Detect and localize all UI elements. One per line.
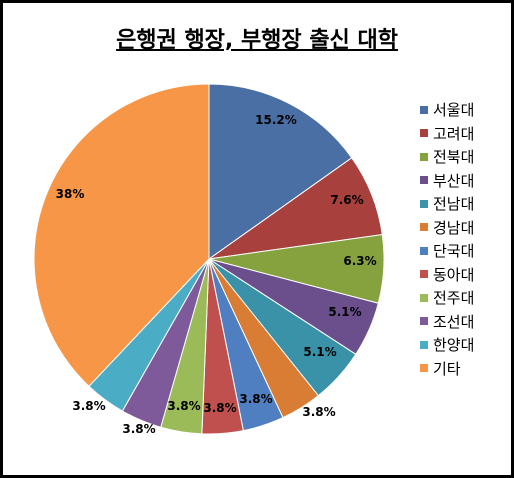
legend-item: 전북대 <box>420 145 474 169</box>
data-label-7: 3.8% <box>239 392 272 406</box>
legend-item: 동아대 <box>420 263 474 287</box>
legend-item: 부산대 <box>420 169 474 193</box>
legend-item: 한양대 <box>420 333 474 357</box>
legend-swatch <box>420 293 428 302</box>
legend-label: 전북대 <box>433 148 475 167</box>
pie-slice-12 <box>33 83 210 387</box>
legend-item: 기타 <box>420 357 474 381</box>
data-label-9: 3.8% <box>167 399 200 413</box>
legend-swatch <box>420 199 428 208</box>
legend-item: 조선대 <box>420 310 474 334</box>
data-label-3: 6.3% <box>343 254 376 268</box>
legend-swatch <box>420 105 428 114</box>
legend-swatch <box>420 246 428 255</box>
legend-label: 전남대 <box>433 195 475 214</box>
legend-swatch <box>420 364 428 373</box>
chart-title: 은행권 행장, 부행장 출신 대학 <box>116 28 398 53</box>
data-label-5: 5.1% <box>303 345 336 359</box>
data-label-4: 5.1% <box>328 305 361 319</box>
legend-label: 부산대 <box>433 171 475 190</box>
data-label-11: 3.8% <box>72 399 105 413</box>
legend-swatch <box>420 270 428 279</box>
legend-swatch <box>420 223 428 232</box>
legend-label: 전주대 <box>433 289 475 308</box>
legend-label: 서울대 <box>433 101 475 120</box>
legend-swatch <box>420 152 428 161</box>
legend-item: 경남대 <box>420 216 474 240</box>
legend-swatch <box>420 340 428 349</box>
legend-item: 전주대 <box>420 286 474 310</box>
legend-label: 단국대 <box>433 242 475 261</box>
data-label-8: 3.8% <box>203 401 236 415</box>
legend-item: 서울대 <box>420 98 474 122</box>
legend-label: 동아대 <box>433 265 475 284</box>
data-label-12: 38% <box>56 187 85 201</box>
legend-label: 고려대 <box>433 124 475 143</box>
pie-slice-1 <box>208 83 353 260</box>
legend-swatch <box>420 129 428 138</box>
legend-swatch <box>420 176 428 185</box>
data-label-2: 7.6% <box>330 193 363 207</box>
data-label-1: 15.2% <box>255 113 297 127</box>
legend-label: 한양대 <box>433 336 475 355</box>
legend-label: 경남대 <box>433 218 475 237</box>
legend-label: 조선대 <box>433 312 475 331</box>
data-label-10: 3.8% <box>122 422 155 436</box>
legend-label: 기타 <box>433 359 461 378</box>
legend-item: 고려대 <box>420 122 474 146</box>
legend-swatch <box>420 317 428 326</box>
legend-item: 전남대 <box>420 192 474 216</box>
data-label-6: 3.8% <box>302 405 335 419</box>
legend-item: 단국대 <box>420 239 474 263</box>
